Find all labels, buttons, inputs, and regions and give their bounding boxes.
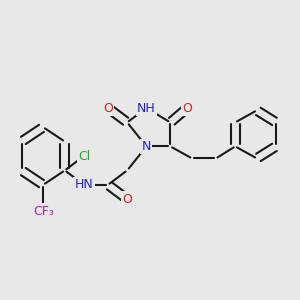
Text: O: O [103, 101, 113, 115]
Text: CF₃: CF₃ [33, 205, 54, 218]
Text: N: N [142, 140, 151, 153]
Text: HN: HN [75, 178, 93, 191]
Text: Cl: Cl [78, 149, 90, 163]
Text: O: O [182, 101, 192, 115]
Text: O: O [122, 193, 132, 206]
Text: NH: NH [137, 101, 156, 115]
